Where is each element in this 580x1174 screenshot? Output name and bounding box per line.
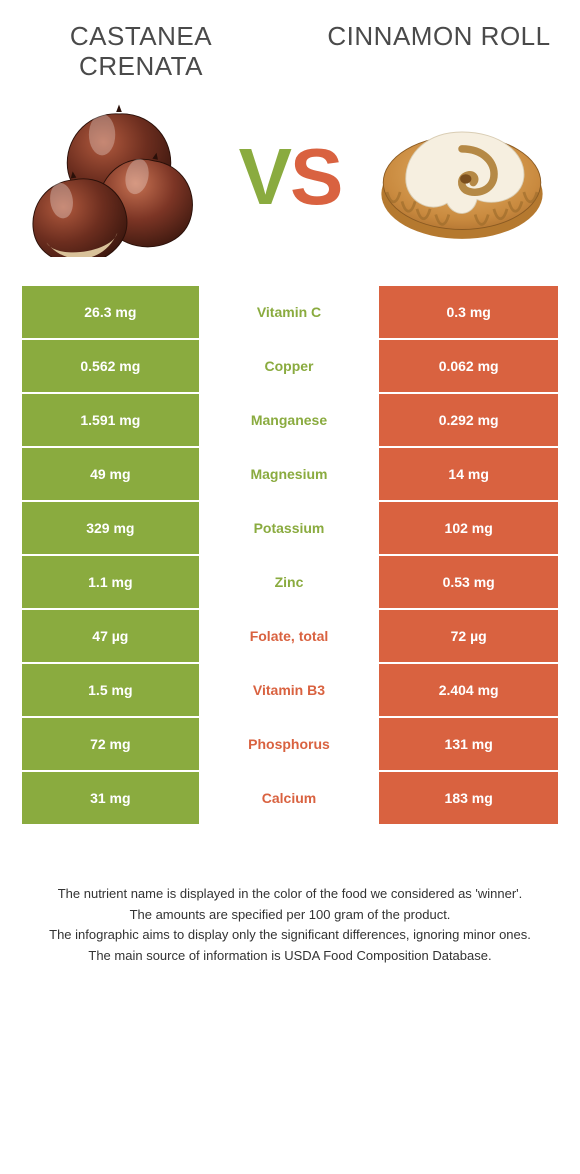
value-left: 49 mg xyxy=(22,448,201,502)
table-row: 1.591 mgManganese0.292 mg xyxy=(22,394,558,448)
footnote-line: The nutrient name is displayed in the co… xyxy=(22,884,558,905)
nutrient-name: Vitamin B3 xyxy=(201,664,380,718)
value-right: 0.3 mg xyxy=(379,286,558,340)
page: Castanea crenata Cinnamon roll xyxy=(0,0,580,1003)
value-left: 31 mg xyxy=(22,772,201,826)
value-right: 0.53 mg xyxy=(379,556,558,610)
nutrient-name: Magnesium xyxy=(201,448,380,502)
cinnamon-roll-icon xyxy=(367,102,557,252)
value-left: 1.5 mg xyxy=(22,664,201,718)
table-row: 47 µgFolate, total72 µg xyxy=(22,610,558,664)
titles-row: Castanea crenata Cinnamon roll xyxy=(22,22,558,82)
value-right: 131 mg xyxy=(379,718,558,772)
nutrient-name: Zinc xyxy=(201,556,380,610)
nutrient-name: Manganese xyxy=(201,394,380,448)
vs-label: VS xyxy=(215,137,365,217)
value-right: 0.292 mg xyxy=(379,394,558,448)
table-row: 72 mgPhosphorus131 mg xyxy=(22,718,558,772)
value-right: 14 mg xyxy=(379,448,558,502)
vs-s: S xyxy=(290,132,341,221)
nutrient-name: Copper xyxy=(201,340,380,394)
table-row: 31 mgCalcium183 mg xyxy=(22,772,558,826)
value-right: 0.062 mg xyxy=(379,340,558,394)
value-left: 47 µg xyxy=(22,610,201,664)
nutrient-name: Calcium xyxy=(201,772,380,826)
table-row: 0.562 mgCopper0.062 mg xyxy=(22,340,558,394)
value-right: 102 mg xyxy=(379,502,558,556)
nutrient-table: 26.3 mgVitamin C0.3 mg0.562 mgCopper0.06… xyxy=(22,286,558,826)
title-spacer xyxy=(260,22,320,82)
value-right: 183 mg xyxy=(379,772,558,826)
chestnut-icon xyxy=(24,97,214,257)
value-left: 0.562 mg xyxy=(22,340,201,394)
title-left: Castanea crenata xyxy=(22,22,260,82)
table-row: 1.1 mgZinc0.53 mg xyxy=(22,556,558,610)
value-left: 329 mg xyxy=(22,502,201,556)
title-right: Cinnamon roll xyxy=(320,22,558,82)
vs-v: V xyxy=(239,132,290,221)
nutrient-name: Potassium xyxy=(201,502,380,556)
nutrient-name: Phosphorus xyxy=(201,718,380,772)
footnote-line: The amounts are specified per 100 gram o… xyxy=(22,905,558,926)
footnote-line: The main source of information is USDA F… xyxy=(22,946,558,967)
footnotes: The nutrient name is displayed in the co… xyxy=(22,884,558,967)
nutrient-name: Folate, total xyxy=(201,610,380,664)
table-row: 49 mgMagnesium14 mg xyxy=(22,448,558,502)
chestnut-image xyxy=(22,92,215,262)
value-left: 1.591 mg xyxy=(22,394,201,448)
value-right: 2.404 mg xyxy=(379,664,558,718)
hero-row: VS xyxy=(22,92,558,262)
value-left: 1.1 mg xyxy=(22,556,201,610)
nutrient-name: Vitamin C xyxy=(201,286,380,340)
value-left: 26.3 mg xyxy=(22,286,201,340)
value-left: 72 mg xyxy=(22,718,201,772)
cinnamon-roll-image xyxy=(365,92,558,262)
table-row: 26.3 mgVitamin C0.3 mg xyxy=(22,286,558,340)
footnote-line: The infographic aims to display only the… xyxy=(22,925,558,946)
value-right: 72 µg xyxy=(379,610,558,664)
table-row: 329 mgPotassium102 mg xyxy=(22,502,558,556)
table-row: 1.5 mgVitamin B32.404 mg xyxy=(22,664,558,718)
